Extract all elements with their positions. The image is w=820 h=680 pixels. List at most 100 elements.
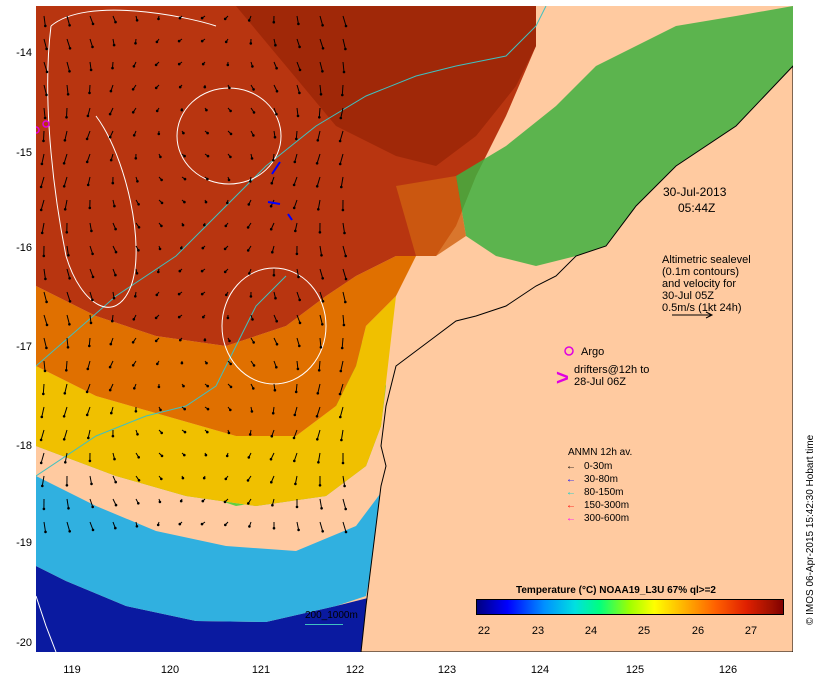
bathymetry-scale-label: 200_1000m [305, 610, 358, 621]
velocity-arrows [39, 15, 348, 534]
map-frame[interactable] [36, 6, 793, 652]
velocity-arrow-head [131, 364, 135, 367]
y-tick-label: -14 [16, 47, 32, 59]
velocity-arrow-head [137, 226, 141, 229]
velocity-arrow [87, 176, 91, 186]
velocity-arrow-head [339, 369, 343, 373]
velocity-arrow [43, 15, 46, 26]
velocity-arrow-head [344, 277, 348, 281]
velocity-arrow-head [68, 47, 72, 50]
velocity-arrow-head [272, 158, 275, 162]
velocity-arrow-head [271, 250, 274, 254]
velocity-arrow-head [298, 298, 302, 302]
velocity-arrow-head [111, 181, 115, 185]
velocity-arrow-head [45, 323, 49, 327]
velocity-arrow-head [225, 293, 228, 297]
velocity-arrow-head [89, 68, 93, 72]
argo-marker [42, 120, 50, 128]
velocity-arrow [339, 406, 344, 418]
velocity-arrow [296, 337, 300, 347]
velocity-arrow-head [269, 227, 273, 231]
velocity-arrow-head [270, 480, 273, 484]
argo-label: Argo [581, 346, 605, 358]
velocity-arrow-head [108, 135, 112, 139]
velocity-arrow [64, 452, 68, 463]
velocity-arrow-head [224, 477, 228, 481]
velocity-arrow-head [298, 68, 302, 72]
velocity-arrow [294, 153, 298, 163]
velocity-arrow-head [201, 246, 205, 250]
velocity-arrow [65, 360, 68, 371]
velocity-arrow-head [224, 523, 227, 527]
velocity-arrow [295, 130, 298, 139]
velocity-arrow-head [317, 461, 320, 464]
velocity-arrow-head [344, 507, 348, 511]
velocity-arrow [43, 84, 47, 96]
velocity-arrow-head [320, 254, 323, 257]
velocity-arrow-head [42, 507, 46, 511]
velocity-arrow-head [88, 459, 92, 463]
velocity-arrow [66, 15, 71, 26]
velocity-arrow [43, 521, 46, 532]
velocity-arrow-head [114, 480, 117, 484]
mooring-arrow [271, 161, 281, 175]
velocity-arrow-head [108, 388, 112, 392]
velocity-arrow [341, 337, 344, 349]
velocity-arrow [317, 383, 321, 394]
velocity-arrow [66, 314, 70, 325]
velocity-arrow [293, 429, 298, 439]
velocity-arrow-head [228, 86, 231, 90]
velocity-arrow-head [224, 224, 228, 228]
velocity-arrow-head [227, 431, 231, 435]
velocity-arrow-head [63, 392, 67, 395]
velocity-arrow-head [318, 484, 322, 487]
y-tick-label: -15 [16, 147, 32, 159]
velocity-arrow-head [293, 413, 297, 417]
velocity-arrow-head [229, 385, 233, 389]
velocity-arrow [316, 153, 321, 164]
altimetry-line: Altimetric sealevel [662, 254, 751, 266]
velocity-arrow-head [316, 139, 320, 142]
velocity-arrow-head [223, 270, 227, 274]
velocity-arrow [319, 245, 322, 256]
velocity-arrow-head [248, 272, 251, 275]
velocity-arrow-head [135, 272, 139, 275]
velocity-arrow-head [112, 43, 116, 47]
velocity-arrow-head [137, 249, 140, 252]
velocity-arrow-head [177, 39, 181, 43]
velocity-arrow-head [341, 461, 345, 465]
velocity-arrow [342, 15, 347, 27]
y-tick-label: -19 [16, 537, 32, 549]
velocity-arrow [342, 521, 347, 533]
velocity-arrow-head [342, 70, 346, 74]
velocity-arrow-head [318, 231, 322, 234]
velocity-arrow [319, 15, 324, 26]
velocity-arrow [319, 84, 322, 95]
altimetry-scale-arrow [672, 311, 714, 319]
velocity-arrow-head [269, 204, 273, 208]
velocity-arrow-head [111, 434, 115, 438]
bathymetry-1000m [36, 275, 287, 477]
velocity-arrow-head [271, 503, 274, 507]
velocity-arrow [342, 61, 345, 73]
velocity-arrow-head [42, 139, 45, 143]
velocity-arrow-head [272, 20, 276, 24]
velocity-arrow [341, 84, 344, 96]
velocity-arrow-head [202, 476, 206, 480]
velocity-arrow-head [275, 66, 278, 70]
arrow-left-icon: ← [566, 461, 576, 472]
anmn-item-80-150m: ← 80-150m [566, 487, 624, 498]
velocity-arrow [63, 176, 68, 187]
velocity-arrow-head [297, 22, 300, 26]
velocity-arrow [317, 130, 321, 141]
velocity-arrow-head [181, 476, 185, 480]
velocity-arrow-head [114, 526, 117, 530]
velocity-arrow [293, 176, 298, 186]
velocity-arrow [64, 383, 68, 394]
velocity-arrow [319, 337, 322, 348]
velocity-arrow-head [134, 157, 138, 160]
velocity-arrow-head [298, 344, 301, 348]
velocity-arrow-head [201, 62, 205, 66]
velocity-arrow-head [182, 384, 185, 388]
velocity-arrow-head [343, 484, 346, 488]
